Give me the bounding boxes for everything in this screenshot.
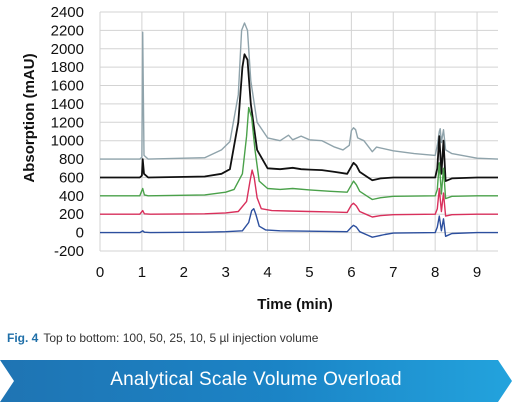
x-tick-label: 6 (347, 264, 355, 281)
y-tick-label: 1200 (51, 114, 84, 131)
x-axis-label: Time (min) (257, 296, 333, 313)
series-line-2 (100, 53, 498, 182)
y-tick-label: 2400 (51, 4, 84, 21)
x-tick-labels: 0 1 2 3 4 5 6 7 8 9 (96, 264, 481, 281)
series-line-3 (100, 106, 498, 201)
y-tick-label: 1800 (51, 59, 84, 76)
x-tick-label: 3 (222, 264, 230, 281)
x-tick-label: 9 (473, 264, 481, 281)
grid-lines (99, 11, 498, 252)
x-tick-label: 4 (263, 264, 271, 281)
y-tick-label: 2000 (51, 41, 84, 58)
y-tick-label: 200 (59, 206, 84, 223)
banner-title: Analytical Scale Volume Overload (110, 369, 402, 390)
x-tick-label: 1 (138, 264, 146, 281)
caption-text: Top to bottom: 100, 50, 25, 10, 5 µl inj… (43, 331, 319, 345)
x-tick-label: 7 (389, 264, 397, 281)
y-tick-label: 400 (59, 188, 84, 205)
y-axis-label: Absorption (mAU) (21, 53, 38, 182)
y-tick-label: 0 (76, 225, 84, 242)
y-tick-label: 2200 (51, 22, 84, 39)
section-banner: Analytical Scale Volume Overload (0, 360, 512, 402)
series-line-4 (100, 169, 498, 218)
series-line-5 (100, 208, 498, 238)
y-tick-label: 1000 (51, 133, 84, 150)
figure-label: Fig. 4 (7, 331, 39, 345)
y-tick-label: 600 (59, 169, 84, 186)
figure-caption: Fig. 4 Top to bottom: 100, 50, 25, 10, 5 … (7, 331, 318, 345)
y-tick-label: 1400 (51, 96, 84, 113)
chromatogram-chart: -200020040060080010001200140016001800200… (21, 4, 499, 313)
y-tick-label: 1600 (51, 78, 84, 95)
x-tick-label: 2 (180, 264, 188, 281)
series-lines (100, 22, 499, 238)
x-tick-label: 8 (431, 264, 439, 281)
y-tick-label: 800 (59, 151, 84, 168)
x-tick-label: 5 (305, 264, 313, 281)
x-tick-label: 0 (96, 264, 104, 281)
y-tick-label: -200 (54, 243, 84, 260)
